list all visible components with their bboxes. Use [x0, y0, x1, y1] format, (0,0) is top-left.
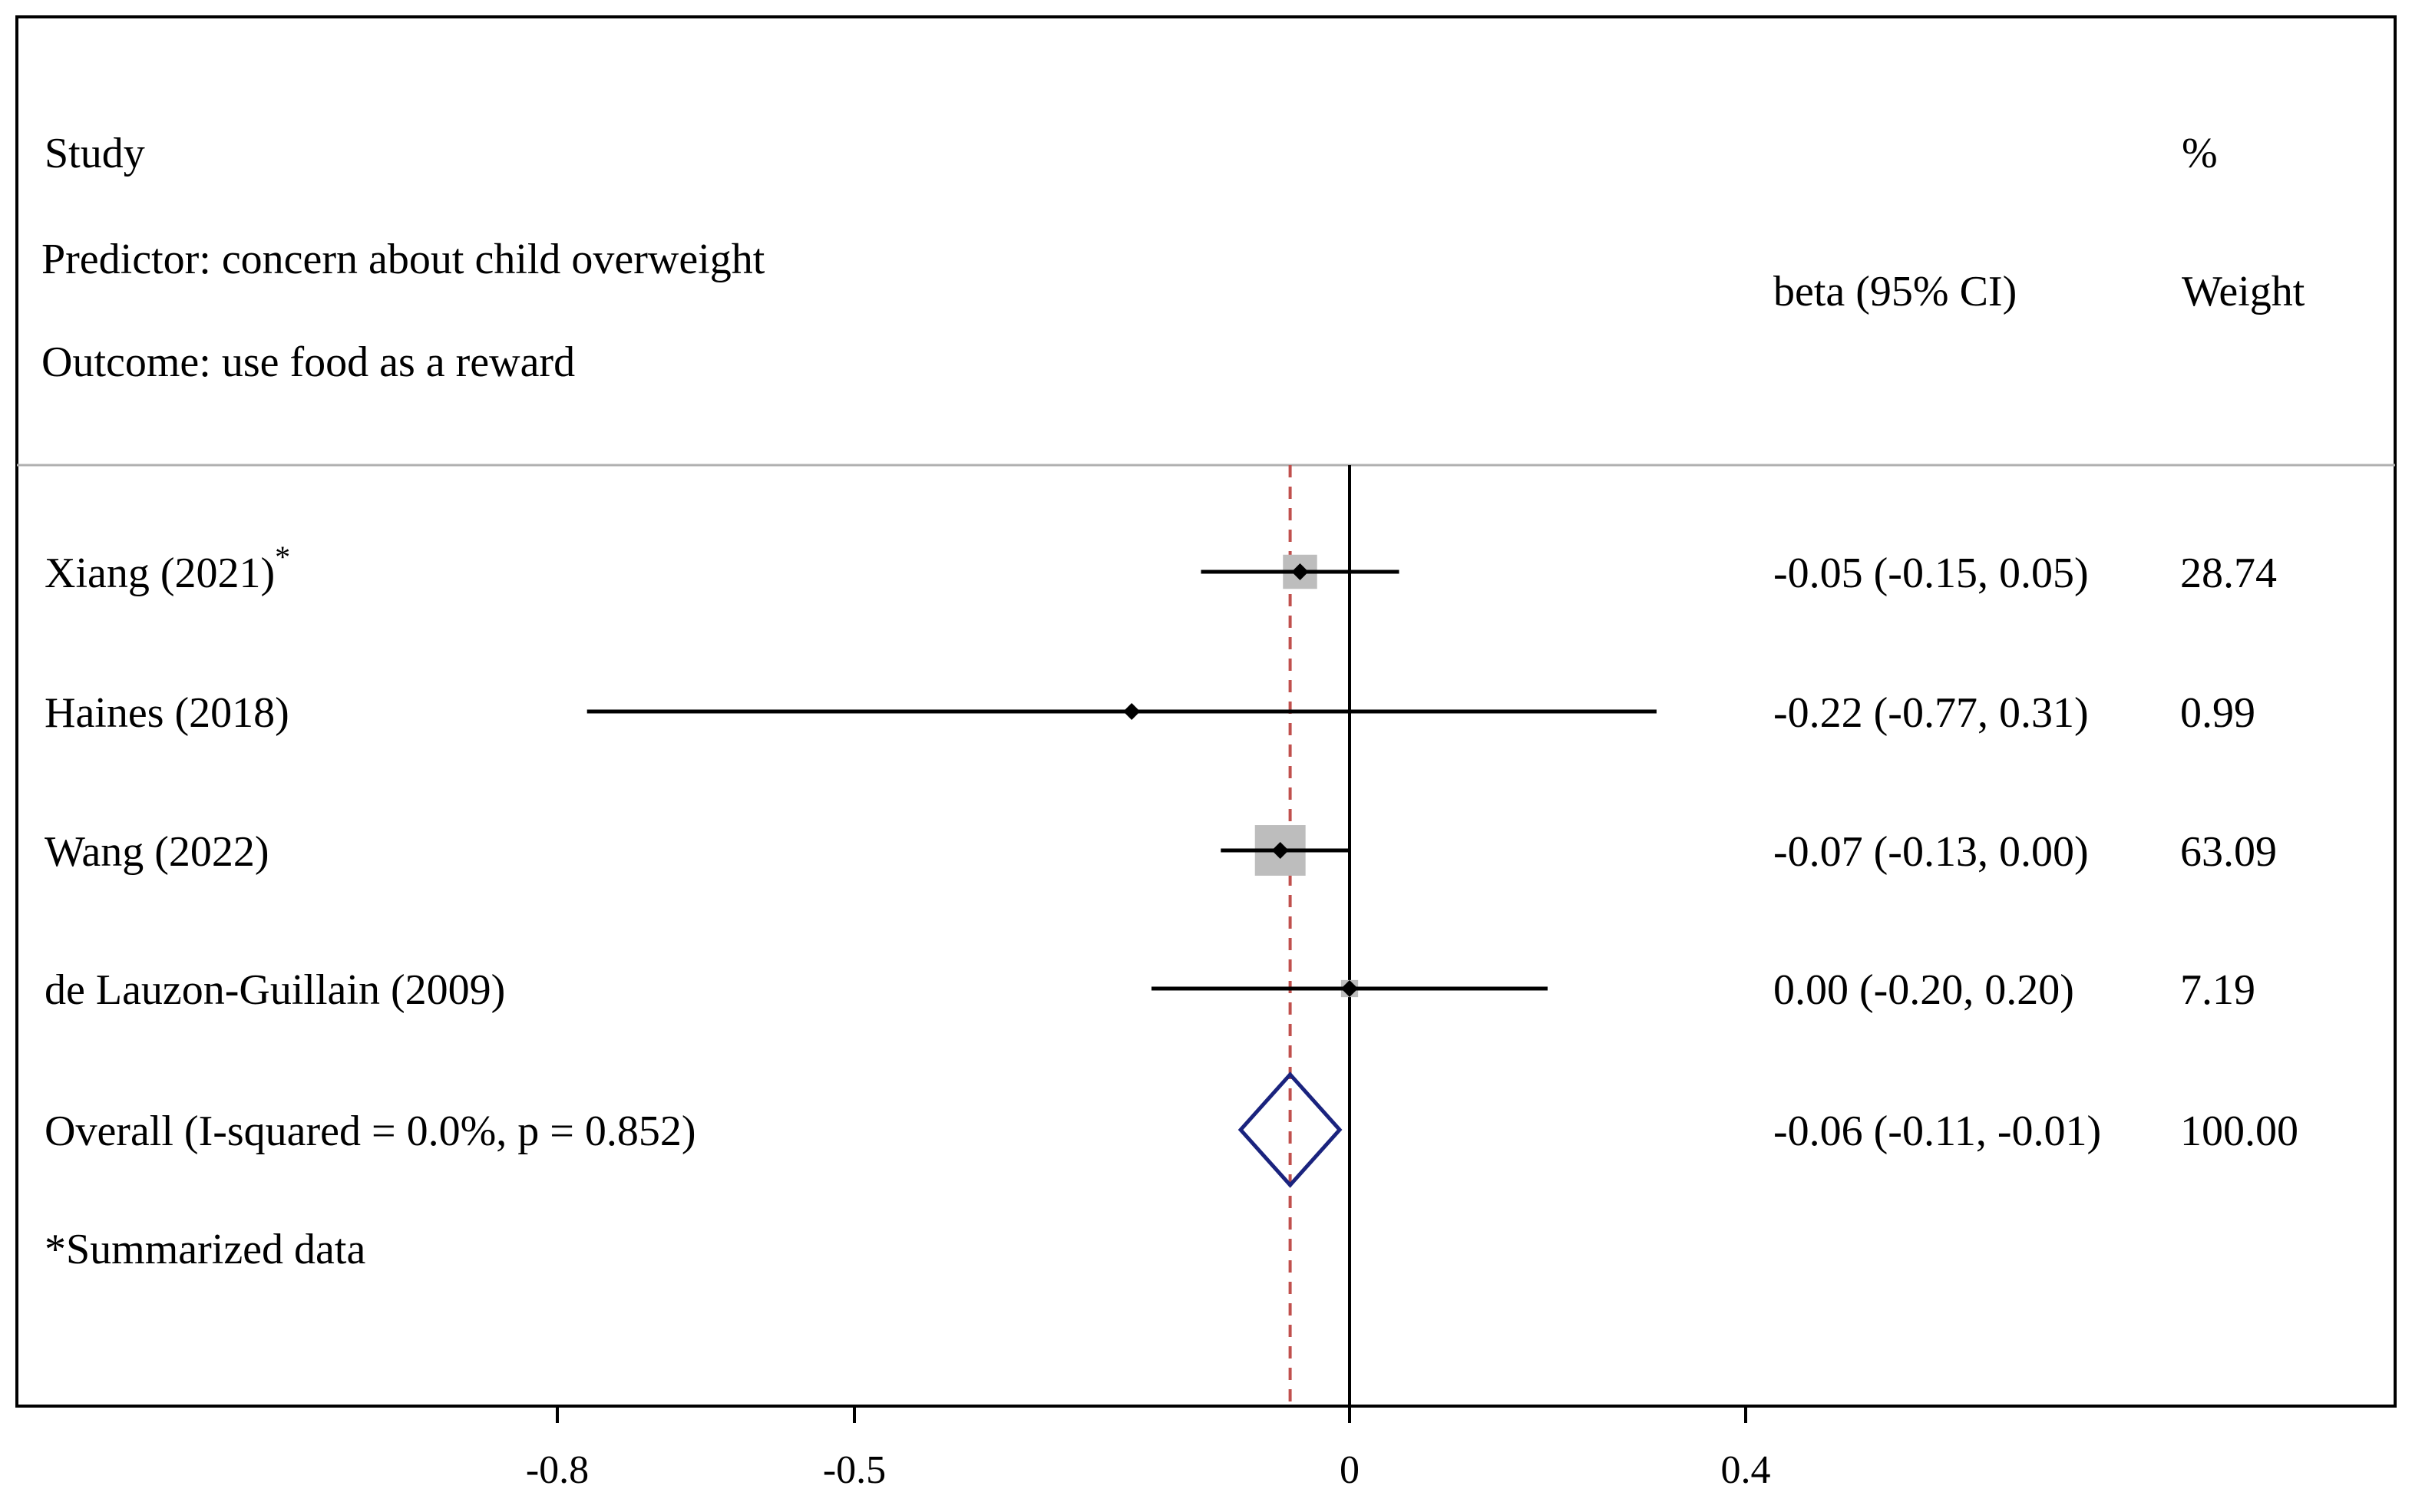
study-ci-text: -0.22 (-0.77, 0.31) [1773, 689, 2089, 737]
percent-header: % [2182, 130, 2218, 177]
x-tick-label: -0.8 [526, 1448, 589, 1492]
study-weight-text: 28.74 [2180, 550, 2277, 597]
study-row: de Lauzon-Guillain (2009) 0.00 (-0.20, 0.… [45, 966, 2255, 1014]
study-row: Xiang (2021)* -0.05 (-0.15, 0.05) 28.74 [45, 540, 2277, 597]
study-ci-text: -0.07 (-0.13, 0.00) [1773, 828, 2089, 876]
x-tick-label: -0.5 [823, 1448, 886, 1492]
beta-ci-header: beta (95% CI) [1773, 268, 2017, 315]
study-weight-text: 0.99 [2180, 689, 2255, 737]
overall-weight-text: 100.00 [2180, 1108, 2298, 1155]
study-label: Xiang (2021)* [45, 540, 290, 597]
study-point [1341, 980, 1358, 997]
plot-frame [15, 15, 2397, 1408]
overall-label: Overall (I-squared = 0.0%, p = 0.852) [45, 1108, 696, 1155]
study-point [1123, 703, 1141, 720]
study-label: Wang (2022) [45, 828, 269, 876]
study-weight-text: 63.09 [2180, 828, 2277, 876]
study-ci-text: -0.05 (-0.15, 0.05) [1773, 550, 2089, 597]
study-point [1271, 842, 1289, 859]
outcome-label: Outcome: use food as a reward [41, 338, 575, 386]
overall-diamond [1237, 1071, 1343, 1188]
study-label: Haines (2018) [45, 689, 289, 737]
x-tick-label: 0 [1340, 1448, 1360, 1492]
x-tick-label: 0.4 [1721, 1448, 1771, 1492]
study-row: Haines (2018) -0.22 (-0.77, 0.31) 0.99 [45, 689, 2255, 737]
study-label: de Lauzon-Guillain (2009) [45, 966, 505, 1014]
study-ci-text: 0.00 (-0.20, 0.20) [1773, 966, 2074, 1014]
overall-row: Overall (I-squared = 0.0%, p = 0.852) -0.… [45, 1071, 2298, 1188]
predictor-label: Predictor: concern about child overweigh… [41, 236, 765, 283]
overall-ci-text: -0.06 (-0.11, -0.01) [1773, 1108, 2101, 1155]
study-header: Study [45, 130, 145, 177]
footnote: *Summarized data [45, 1226, 365, 1273]
weight-header: Weight [2182, 268, 2305, 315]
study-point [1291, 563, 1309, 580]
study-weight-text: 7.19 [2180, 966, 2255, 1014]
study-superscript: * [275, 540, 290, 574]
study-row: Wang (2022) -0.07 (-0.13, 0.00) 63.09 [45, 825, 2277, 876]
